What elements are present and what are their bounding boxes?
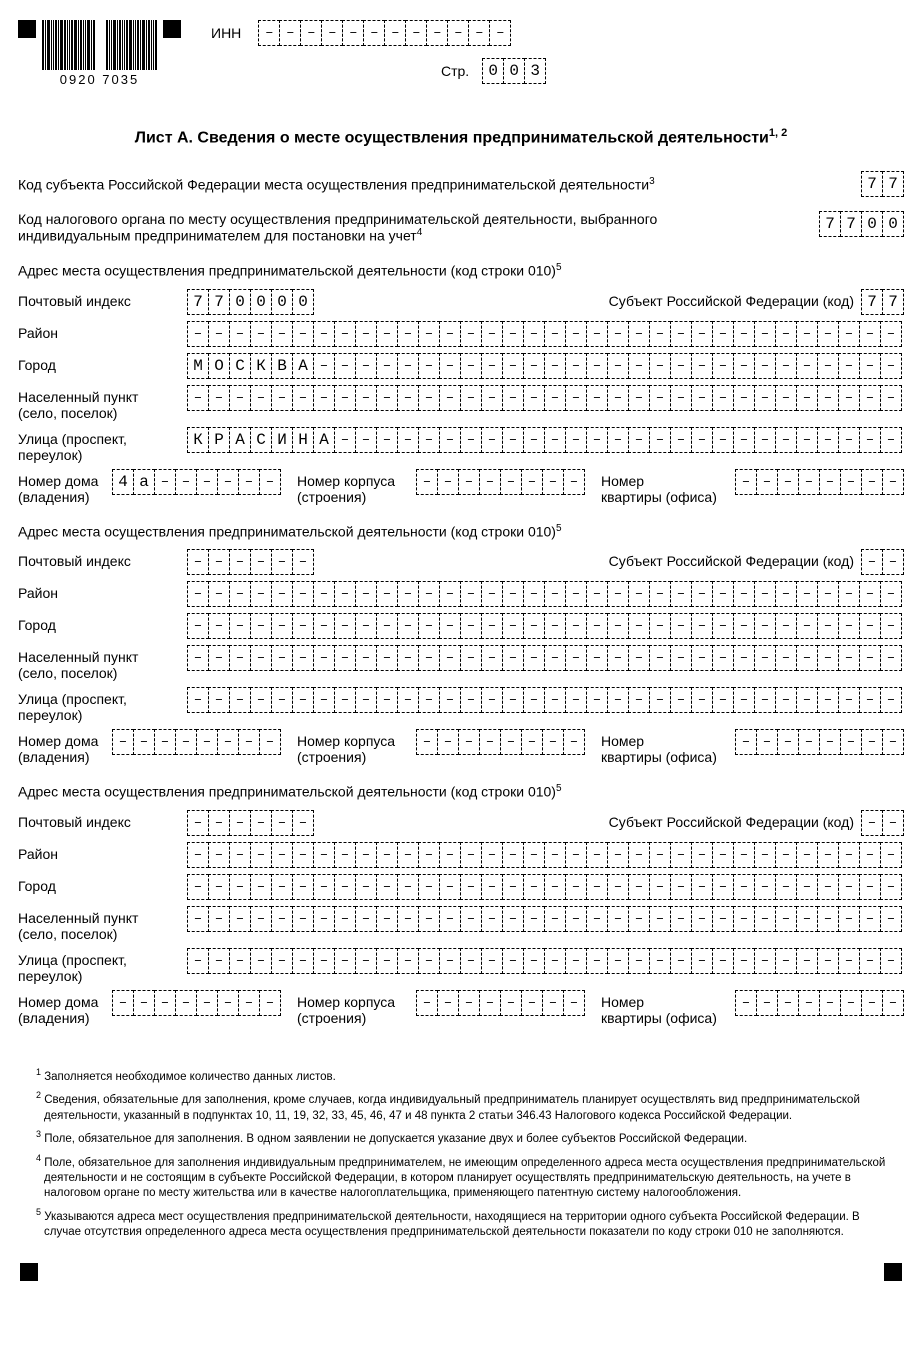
tax-authority-line: Код налогового органа по месту осуществл… bbox=[18, 211, 904, 244]
inn-label: ИНН bbox=[211, 25, 241, 41]
bottom-left-marker bbox=[20, 1263, 38, 1281]
house-row: Номер дома(владения)Номер корпуса(строен… bbox=[18, 729, 904, 765]
header: 0920 7035 ИНН Стр. 003 bbox=[18, 20, 904, 87]
subject-code-line: Код субъекта Российской Федерации места … bbox=[18, 171, 904, 197]
settlement-row: Населенный пункт(село, поселок) bbox=[18, 385, 904, 421]
barcode-block: 0920 7035 bbox=[18, 20, 181, 87]
page-cells: 003 bbox=[483, 58, 546, 84]
house-row: Номер дома(владения)Номер корпуса(строен… bbox=[18, 990, 904, 1026]
address-heading: Адрес места осуществления предпринимател… bbox=[18, 783, 904, 800]
settlement-row: Населенный пункт(село, поселок) bbox=[18, 645, 904, 681]
top-left-marker bbox=[18, 20, 36, 38]
barcode-number: 0920 7035 bbox=[60, 72, 139, 87]
postal-row: Почтовый индексСубъект Российской Федера… bbox=[18, 810, 904, 836]
footnotes: 1 Заполняется необходимое количество дан… bbox=[18, 1066, 904, 1241]
district-row: Район bbox=[18, 842, 904, 868]
inn-cells bbox=[259, 20, 511, 46]
postal-row: Почтовый индексСубъект Российской Федера… bbox=[18, 549, 904, 575]
house-row: Номер дома(владения)4аНомер корпуса(стро… bbox=[18, 469, 904, 505]
postal-row: Почтовый индекс770000Субъект Российской … bbox=[18, 289, 904, 315]
tax-authority-cells: 7700 bbox=[820, 211, 904, 237]
address-heading: Адрес места осуществления предпринимател… bbox=[18, 523, 904, 540]
barcode: 0920 7035 bbox=[42, 20, 157, 87]
district-row: Район bbox=[18, 581, 904, 607]
street-row: Улица (проспект,переулок) bbox=[18, 948, 904, 984]
city-row: ГородМОСКВА bbox=[18, 353, 904, 379]
bottom-right-marker bbox=[884, 1263, 902, 1281]
city-row: Город bbox=[18, 874, 904, 900]
district-row: Район bbox=[18, 321, 904, 347]
street-row: Улица (проспект,переулок) bbox=[18, 687, 904, 723]
street-row: Улица (проспект,переулок)КРАСИНА bbox=[18, 427, 904, 463]
page-label: Стр. bbox=[441, 63, 469, 79]
page-title: Лист А. Сведения о месте осуществления п… bbox=[18, 127, 904, 147]
top-marker-2 bbox=[163, 20, 181, 38]
subject-code-cells: 77 bbox=[862, 171, 904, 197]
city-row: Город bbox=[18, 613, 904, 639]
settlement-row: Населенный пункт(село, поселок) bbox=[18, 906, 904, 942]
address-heading: Адрес места осуществления предпринимател… bbox=[18, 262, 904, 279]
